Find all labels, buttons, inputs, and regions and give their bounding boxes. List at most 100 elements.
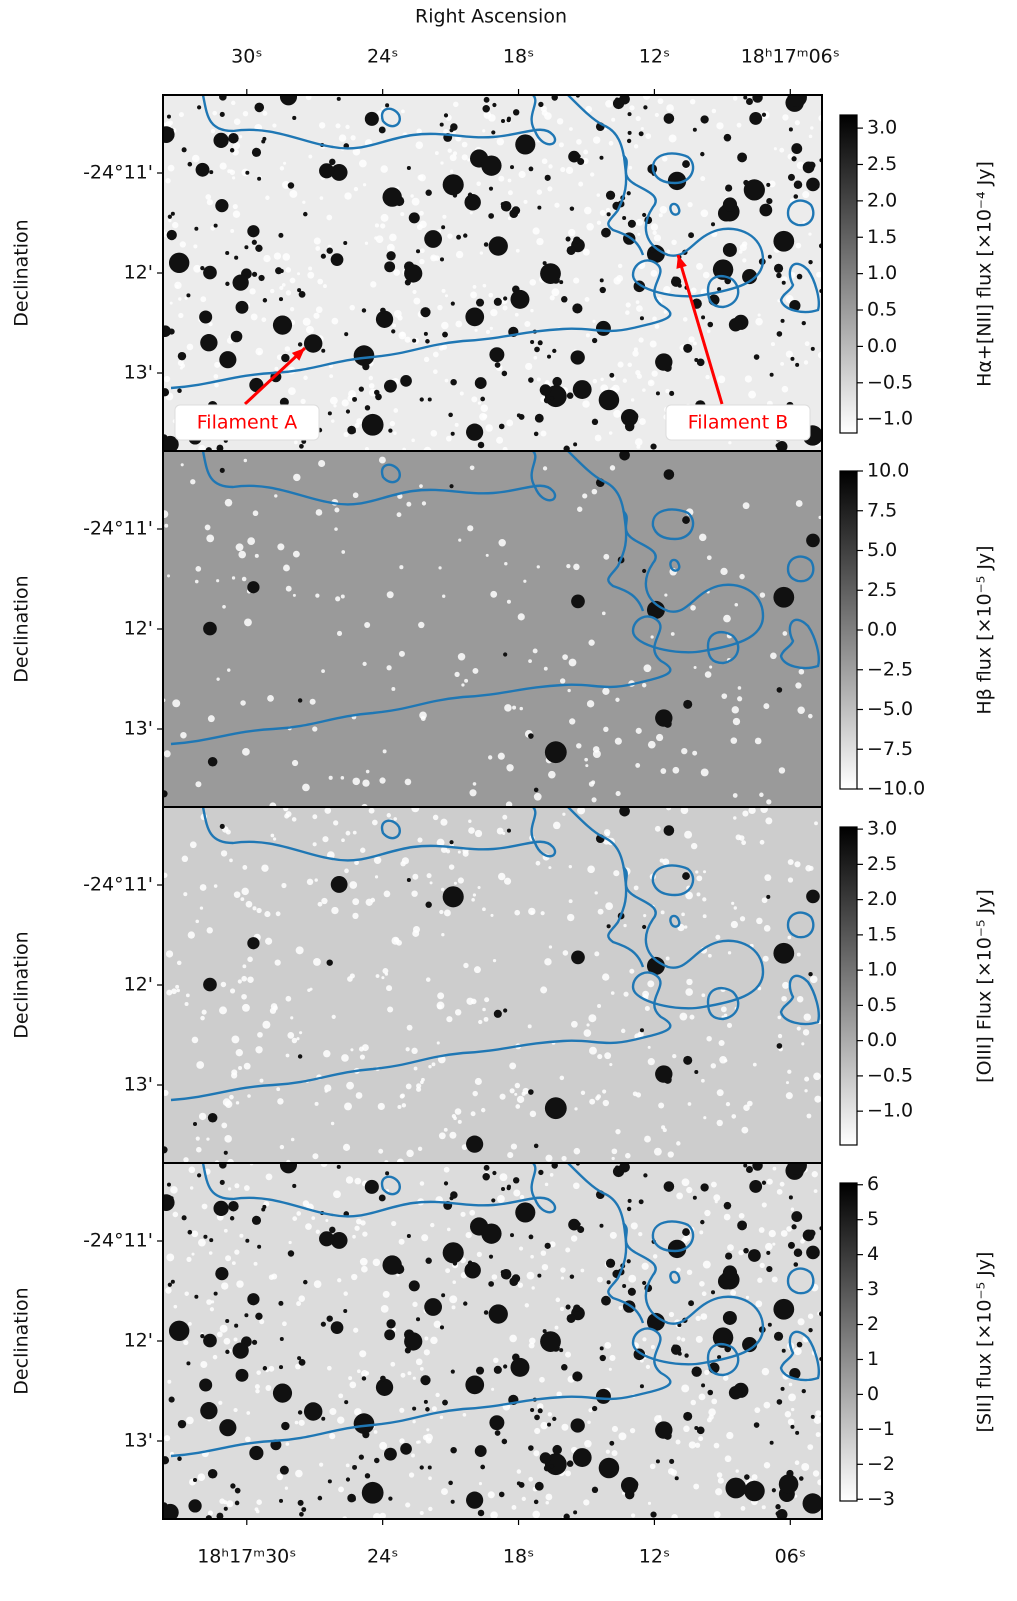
star-residual (457, 850, 461, 854)
star (254, 102, 265, 113)
star (498, 423, 505, 430)
star (776, 272, 782, 279)
star (361, 413, 384, 436)
star-residual (742, 810, 749, 817)
star (427, 397, 432, 402)
star-residual (533, 355, 538, 360)
star-residual (642, 388, 646, 392)
colorbar (839, 1182, 858, 1502)
star (796, 273, 803, 280)
star-residual (341, 550, 346, 554)
star (591, 1486, 599, 1494)
star-residual (741, 840, 747, 846)
star-residual (374, 223, 379, 228)
star-residual (354, 860, 359, 866)
star-residual (560, 1276, 564, 1280)
star (806, 533, 820, 548)
star-residual (411, 197, 420, 206)
star (298, 1358, 306, 1366)
star-residual (441, 288, 446, 293)
star (374, 1457, 380, 1464)
star-residual (485, 329, 491, 334)
star-residual (307, 988, 311, 992)
star (384, 261, 396, 273)
star-residual (229, 1094, 234, 1100)
star (573, 236, 581, 244)
star (168, 1396, 175, 1403)
star-residual (491, 1274, 498, 1280)
star-residual (198, 444, 206, 451)
x-tick-label: 18ʰ17ᵐ06ˢ (741, 46, 840, 68)
star (209, 170, 214, 175)
star (213, 1291, 218, 1296)
star (297, 288, 302, 293)
star-residual (484, 997, 490, 1003)
star-residual (654, 1415, 662, 1424)
star-residual (393, 309, 402, 318)
star (646, 1312, 665, 1331)
star-residual (247, 537, 256, 546)
star-residual (412, 1376, 416, 1380)
star-residual (255, 347, 264, 356)
star-residual (239, 1233, 244, 1238)
star-residual (785, 350, 793, 358)
star-residual (372, 1258, 381, 1267)
star (696, 1426, 705, 1435)
star-residual (364, 241, 369, 245)
star-residual (362, 1231, 368, 1237)
star-residual (359, 1257, 368, 1266)
star (650, 1511, 657, 1518)
star-residual (548, 770, 556, 779)
star-residual (396, 1273, 400, 1277)
x-tick-label: 24ˢ (367, 1546, 398, 1568)
star-residual (551, 288, 560, 297)
star-residual (163, 1435, 171, 1442)
star (569, 1274, 575, 1279)
star-residual (507, 178, 512, 183)
star-residual (219, 1006, 227, 1015)
star-residual (386, 985, 393, 992)
star-residual (405, 1047, 410, 1052)
star-residual (337, 1416, 345, 1424)
star-residual (665, 388, 670, 394)
star (474, 377, 487, 389)
star (528, 1089, 534, 1095)
star-residual (411, 807, 420, 813)
star-residual (227, 169, 232, 174)
star-residual (583, 1499, 590, 1506)
star (773, 1331, 784, 1341)
star (427, 1465, 432, 1470)
star (530, 340, 535, 345)
image-background (163, 95, 822, 451)
star (483, 96, 490, 103)
colorbar (839, 470, 858, 790)
star-residual (627, 362, 633, 368)
star (488, 1281, 494, 1287)
star-residual (287, 1031, 295, 1039)
star-residual (221, 1122, 228, 1129)
star-residual (453, 1116, 457, 1121)
star (488, 213, 494, 219)
star-residual (325, 1218, 329, 1222)
star-residual (755, 1300, 763, 1308)
star (692, 1195, 697, 1200)
star-residual (262, 110, 268, 116)
star-residual (713, 1442, 720, 1449)
star-residual (544, 958, 552, 966)
star-residual (419, 1367, 424, 1371)
star-residual (189, 841, 197, 849)
star-residual (252, 510, 259, 517)
star (247, 1293, 260, 1306)
star (442, 886, 464, 908)
colorbar-tick-label: 3.0 (867, 818, 897, 840)
star-residual (344, 192, 352, 200)
star (251, 147, 262, 157)
star-residual (373, 1512, 381, 1519)
star-residual (490, 309, 498, 317)
star-residual (349, 1381, 357, 1389)
star-residual (424, 1433, 433, 1442)
star-residual (365, 898, 373, 906)
star (207, 1113, 218, 1123)
star (737, 152, 748, 163)
